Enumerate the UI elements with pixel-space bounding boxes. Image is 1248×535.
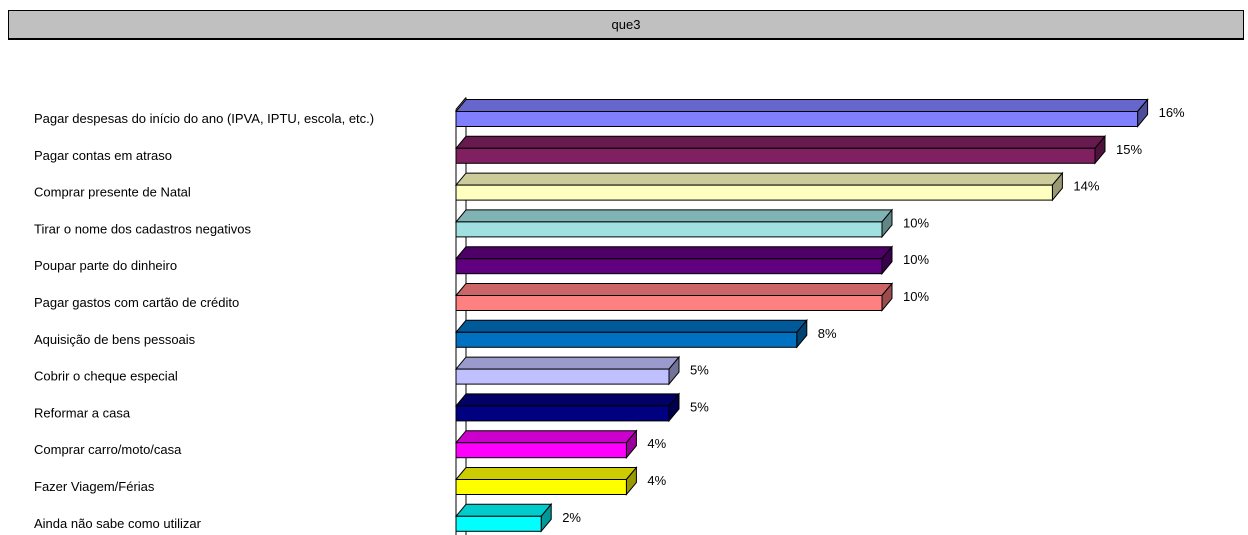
bar-top-face <box>454 503 553 517</box>
data-label: 14% <box>1073 179 1099 194</box>
category-label: Cobrir o cheque especial <box>34 369 178 384</box>
bar-group <box>454 429 638 460</box>
bar-group <box>454 134 1107 165</box>
category-label: Pagar gastos com cartão de crédito <box>34 295 239 310</box>
data-label: 4% <box>647 436 666 451</box>
data-label: 10% <box>903 252 929 267</box>
bar-top-face <box>454 246 894 260</box>
bar-top-face <box>454 99 1149 112</box>
category-label: Poupar parte do dinheiro <box>34 258 177 273</box>
data-label: 10% <box>903 289 929 304</box>
bar-group <box>454 502 553 533</box>
bar <box>455 111 1139 127</box>
category-label: Comprar carro/moto/casa <box>34 442 182 457</box>
data-label: 4% <box>647 473 666 488</box>
category-label: Pagar contas em atraso <box>34 148 172 163</box>
chart-title: que3 <box>611 17 641 32</box>
bar <box>455 147 1096 164</box>
bar-group <box>454 466 638 496</box>
category-label: Fazer Viagem/Férias <box>34 479 155 494</box>
bar-top-face <box>454 319 808 333</box>
bar-top-face <box>454 209 894 223</box>
data-label: 5% <box>690 399 709 414</box>
bar-group <box>454 392 681 423</box>
data-label: 8% <box>818 326 837 341</box>
bar <box>455 479 627 495</box>
bar-top-face <box>454 393 681 407</box>
data-label: 10% <box>903 215 929 230</box>
bar-group <box>454 171 1064 202</box>
bar <box>455 405 670 422</box>
category-label: Comprar presente de Natal <box>34 185 191 200</box>
category-label: Ainda não sabe como utilizar <box>34 516 202 531</box>
bar-group <box>454 355 681 386</box>
bar-top-face <box>454 356 681 370</box>
chart-title-bar: que3 <box>8 10 1244 40</box>
bar-group <box>454 98 1149 128</box>
data-label: 16% <box>1159 105 1185 120</box>
axis-depth-edge <box>455 97 467 110</box>
bar-top-face <box>454 283 894 296</box>
bar-group <box>454 208 894 239</box>
bar <box>455 258 883 275</box>
category-label: Pagar despesas do início do ano (IPVA, I… <box>34 111 374 126</box>
bar-top-face <box>454 172 1064 186</box>
category-label: Aquisição de bens pessoais <box>34 332 196 347</box>
data-label: 5% <box>690 363 709 378</box>
bar <box>455 368 670 385</box>
bar <box>455 442 627 459</box>
data-label: 2% <box>562 510 581 525</box>
bar <box>455 184 1053 201</box>
category-label: Reformar a casa <box>34 405 131 420</box>
category-label: Tirar o nome dos cadastros negativos <box>34 221 252 236</box>
bar-top-face <box>454 430 638 444</box>
bar-group <box>454 282 894 312</box>
bar-group <box>454 318 808 349</box>
bar <box>455 295 883 311</box>
data-label: 15% <box>1116 142 1142 157</box>
bar-top-face <box>454 467 638 480</box>
bar <box>455 221 883 238</box>
bar-group <box>454 245 894 276</box>
bar-top-face <box>454 135 1107 149</box>
bar <box>455 515 542 532</box>
bar <box>455 331 798 348</box>
